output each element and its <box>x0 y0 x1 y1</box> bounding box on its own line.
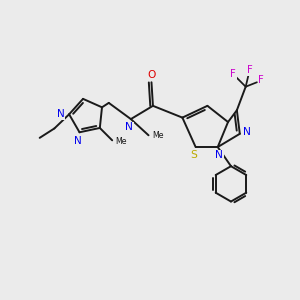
Text: F: F <box>258 75 264 85</box>
Text: O: O <box>147 70 156 80</box>
Text: N: N <box>125 122 133 132</box>
Text: N: N <box>74 136 82 146</box>
Text: N: N <box>243 127 251 137</box>
Text: N: N <box>215 150 223 160</box>
Text: S: S <box>191 150 198 160</box>
Text: Me: Me <box>115 137 127 146</box>
Text: Me: Me <box>152 131 164 140</box>
Text: F: F <box>247 65 253 76</box>
Text: N: N <box>57 109 65 119</box>
Text: F: F <box>230 69 236 79</box>
